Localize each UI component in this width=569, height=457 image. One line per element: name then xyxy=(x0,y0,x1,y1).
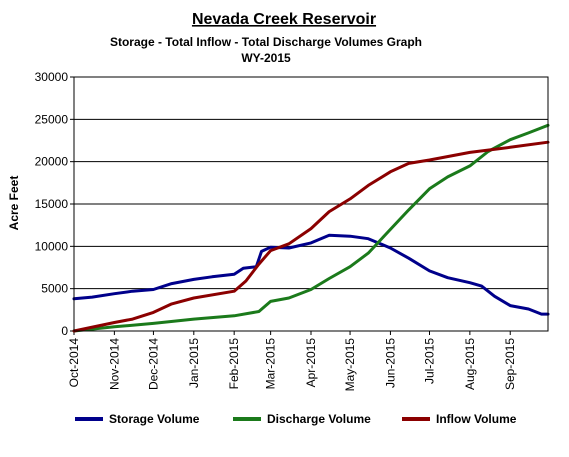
x-tick-label: Sep-2015 xyxy=(503,338,517,390)
legend-label: Inflow Volume xyxy=(436,412,517,426)
y-tick-label: 5000 xyxy=(41,282,68,296)
x-tick-label: May-2015 xyxy=(343,338,357,392)
x-axis-ticks: Oct-2014 Nov-2014 Dec-2014 Jan-2015 Feb-2015… xyxy=(67,331,517,391)
chart-subtitle: Storage - Total Inflow - Total Discharge… xyxy=(110,35,422,49)
x-tick-label: Jul-2015 xyxy=(423,338,437,384)
y-tick-label: 10000 xyxy=(35,239,69,253)
x-tick-label: Dec-2014 xyxy=(146,338,160,390)
y-axis-ticks: 0 5000 10000 15000 20000 25000 30000 xyxy=(35,70,74,338)
x-tick-label: Aug-2015 xyxy=(463,338,477,390)
y-tick-label: 25000 xyxy=(35,112,69,126)
x-tick-label: Nov-2014 xyxy=(107,338,121,390)
y-axis-title: Acre Feet xyxy=(7,176,21,231)
x-tick-label: Mar-2015 xyxy=(264,338,278,390)
x-tick-label: Apr-2015 xyxy=(304,338,318,388)
x-tick-label: Jun-2015 xyxy=(383,338,397,388)
x-tick-label: Feb-2015 xyxy=(227,338,241,390)
legend-label: Discharge Volume xyxy=(267,412,371,426)
legend: Storage Volume Discharge Volume Inflow Vol… xyxy=(75,412,517,426)
x-tick-label: Oct-2014 xyxy=(67,338,81,388)
series-line-discharge-volume xyxy=(72,123,550,333)
y-tick-label: 30000 xyxy=(35,70,69,84)
legend-label: Storage Volume xyxy=(109,412,200,426)
y-tick-label: 0 xyxy=(61,324,68,338)
plot-frame xyxy=(73,76,549,332)
y-tick-label: 20000 xyxy=(35,155,69,169)
series-lines xyxy=(72,123,550,333)
series-line-storage-volume xyxy=(72,233,550,316)
x-tick-label: Jan-2015 xyxy=(187,338,201,388)
y-tick-label: 15000 xyxy=(35,197,69,211)
chart-subtitle-year: WY-2015 xyxy=(241,51,291,65)
chart-title: Nevada Creek Reservoir xyxy=(192,11,376,28)
series-line-inflow-volume xyxy=(72,140,550,333)
gridlines xyxy=(74,118,548,290)
